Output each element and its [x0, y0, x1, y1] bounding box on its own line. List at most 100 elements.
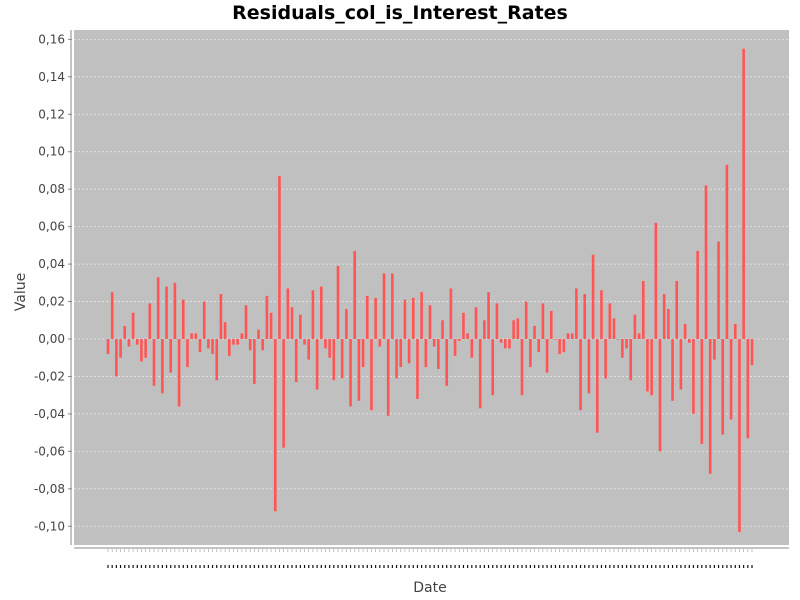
x-tick-label	[421, 565, 423, 568]
x-tick-label	[646, 565, 649, 568]
x-tick-label	[571, 565, 573, 568]
x-tick-label	[584, 565, 586, 568]
x-tick-label	[684, 565, 686, 568]
x-tick-label	[303, 565, 306, 568]
x-tick-label	[324, 565, 327, 568]
bar	[357, 339, 361, 401]
bar	[570, 333, 574, 339]
bar	[625, 339, 628, 349]
bar	[746, 339, 750, 439]
bar	[608, 303, 612, 339]
x-tick-label	[483, 565, 485, 568]
x-tick-label	[207, 565, 209, 568]
x-tick-label	[533, 565, 536, 568]
x-tick-label	[462, 565, 465, 568]
bar	[449, 288, 453, 339]
x-tick-label	[487, 565, 490, 568]
bar	[742, 48, 745, 340]
bar	[253, 339, 256, 384]
x-tick-label	[124, 565, 126, 568]
x-tick-label	[354, 565, 356, 568]
x-tick-label	[404, 565, 406, 568]
bar	[508, 339, 511, 349]
bar	[303, 339, 306, 345]
x-tick-label	[107, 565, 109, 568]
bar	[311, 290, 315, 339]
bar	[437, 339, 440, 369]
bar	[579, 339, 582, 411]
bar	[558, 339, 561, 354]
bar	[704, 185, 708, 339]
bar	[374, 297, 377, 339]
bar	[441, 320, 444, 339]
x-tick-label	[655, 565, 657, 568]
bar	[269, 312, 273, 339]
x-tick-label	[676, 565, 678, 568]
bar	[483, 320, 486, 339]
x-tick-label	[266, 565, 268, 568]
x-tick-label	[320, 565, 322, 568]
bar	[713, 339, 716, 360]
x-tick-label	[651, 565, 653, 568]
bar	[127, 339, 131, 347]
bar	[612, 318, 616, 339]
bar	[261, 339, 265, 351]
x-tick-label	[446, 565, 448, 568]
bar	[524, 301, 528, 339]
y-tick-label: -0,02	[34, 369, 65, 383]
x-tick-label	[358, 565, 360, 568]
x-tick-label	[295, 565, 297, 568]
bar	[729, 339, 733, 420]
bar	[658, 339, 662, 452]
x-tick-label	[600, 565, 603, 568]
bar	[549, 310, 553, 339]
y-tick-label: 0,08	[38, 182, 65, 196]
x-tick-label	[383, 565, 385, 568]
plot-background	[74, 30, 789, 545]
bar	[529, 339, 532, 368]
x-tick-label	[705, 565, 707, 568]
bar	[248, 339, 252, 351]
x-tick-label	[500, 565, 502, 568]
x-tick-label	[299, 565, 301, 568]
bar	[453, 339, 457, 356]
x-tick-label	[504, 565, 506, 568]
y-tick-label: -0,08	[34, 482, 65, 496]
bar	[177, 339, 181, 407]
bar	[328, 339, 331, 358]
x-tick-label	[559, 565, 561, 568]
x-tick-label	[433, 565, 435, 568]
bar	[445, 339, 449, 386]
x-tick-label	[115, 565, 117, 568]
bar	[637, 333, 641, 339]
bar	[278, 176, 281, 339]
x-tick-label	[329, 565, 331, 568]
bar	[600, 290, 603, 339]
x-tick-label	[554, 565, 557, 568]
bar	[119, 339, 122, 358]
bar	[411, 297, 415, 339]
x-tick-label	[437, 565, 439, 568]
bar	[708, 339, 712, 474]
bar	[595, 339, 599, 433]
x-tick-label	[249, 565, 251, 568]
bar	[616, 339, 620, 340]
bar	[110, 292, 114, 339]
bar	[353, 250, 357, 339]
x-tick-label	[136, 565, 138, 568]
bar	[152, 339, 156, 386]
x-tick-label	[529, 565, 531, 568]
bar	[319, 286, 323, 339]
bar	[696, 250, 699, 339]
bar	[236, 339, 239, 345]
bar	[315, 339, 319, 390]
x-tick-label	[408, 565, 410, 568]
bar	[169, 339, 173, 373]
bar	[575, 288, 578, 339]
x-tick-label	[567, 565, 569, 568]
x-tick-label	[730, 565, 732, 568]
y-tick-label: 0,00	[38, 332, 65, 346]
bar	[629, 339, 633, 381]
x-tick-label	[191, 565, 193, 568]
